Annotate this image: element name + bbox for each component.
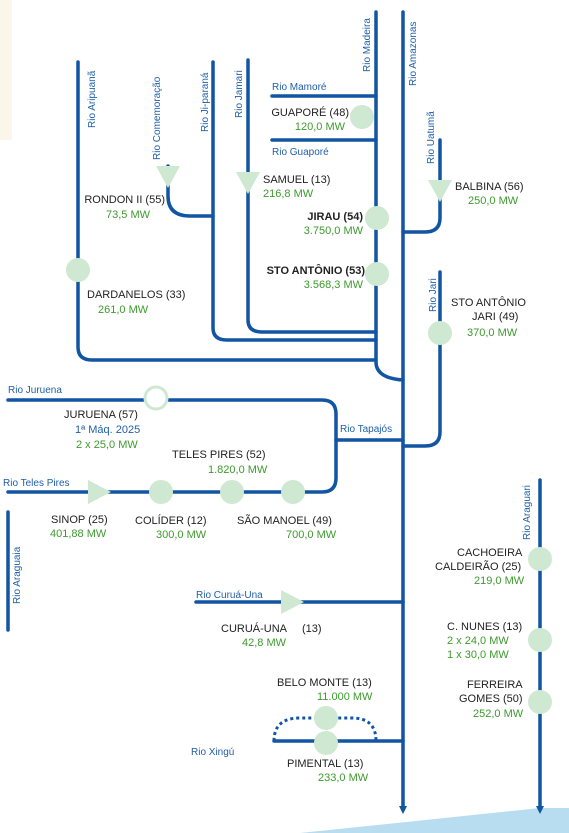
colider-power: 300,0 MW (156, 529, 207, 541)
reservoir-markers (88, 166, 452, 614)
rio-jiparana-label: Rio Ji-paraná (200, 72, 211, 132)
sto-antonio-plant-icon (365, 262, 389, 286)
pimental-power: 233,0 MW (318, 772, 369, 784)
ferreira-gomes-plant-icon (528, 690, 552, 714)
rio-amazonas-label: Rio Amazonas (408, 22, 419, 86)
teles-pires-plant-icon (220, 480, 244, 504)
rio-guapore-label: Rio Guaporé (272, 147, 329, 158)
c-nunes-plant-icon (528, 628, 552, 652)
sinop-power: 401,88 MW (50, 528, 107, 540)
curua-una-reservoir-icon (281, 590, 304, 614)
juruena-note: 1ª Máq. 2025 (75, 424, 140, 436)
sao-manoel-plant-icon (281, 480, 305, 504)
plant-markers (66, 105, 552, 755)
rio-mamore-label: Rio Mamoré (272, 82, 327, 93)
belo-monte-dotted-canal (272, 716, 378, 742)
rio-tapajos-label: Rio Tapajós (340, 424, 392, 435)
sto-antonio-jari-plant-icon (428, 321, 452, 345)
dardanelos-power: 261,0 MW (98, 304, 149, 316)
sinop-reservoir-icon (88, 480, 111, 504)
rondon-ii-reservoir-icon (156, 166, 180, 188)
rio-comemoracao-line (166, 164, 215, 218)
samuel-power: 216,8 MW (263, 188, 314, 200)
rondon-ii-power: 73,5 MW (106, 209, 151, 221)
rio-araguari-label: Rio Araguari (522, 485, 533, 540)
sto-antonio-jari-name-line1: STO ANTÔNIO (451, 296, 526, 309)
jirau-name: JIRAU (54) (307, 211, 363, 223)
sao-manoel-power: 700,0 MW (286, 529, 337, 541)
samuel-reservoir-icon (236, 172, 260, 194)
juruena-plant-icon (143, 385, 169, 411)
rio-araguaia-label: Rio Araguaia (12, 546, 23, 604)
guapore-name: GUAPORÉ (48) (271, 106, 349, 119)
juruena-name: JURUENA (57) (64, 409, 138, 421)
dardanelos-name: DARDANELOS (33) (87, 289, 185, 301)
ferreira-gomes-name-line1: FERREIRA (467, 679, 523, 691)
balbina-power: 250,0 MW (468, 195, 519, 207)
c-nunes-power-line1: 2 x 24,0 MW (447, 635, 509, 647)
rio-uatuma-line (401, 138, 442, 234)
guapore-plant-icon (350, 105, 374, 129)
balbina-name: BALBINA (56) (455, 181, 523, 193)
rio-uatuma-label: Rio Uatumã (426, 111, 437, 164)
cachoeira-caldeirao-name-line2: CALDEIRÃO (25) (435, 560, 521, 573)
rio-jari-label: Rio Jari (428, 278, 439, 312)
rio-teles-pires-label: Rio Teles Pires (3, 478, 70, 489)
jirau-plant-icon (365, 206, 389, 230)
pimental-name: PIMENTAL (13) (287, 758, 363, 770)
rio-aripuana-label: Rio Aripuanã (87, 70, 98, 128)
sto-antonio-jari-name-line2: JARI (49) (472, 311, 518, 323)
rio-juruena-line (6, 398, 338, 494)
rio-xingu-label: Rio Xingú (191, 747, 234, 758)
pimental-plant-icon (314, 731, 338, 755)
rio-curua-una-label: Rio Curuá-Una (196, 590, 263, 601)
sto-antonio-jari-power: 370,0 MW (467, 327, 518, 339)
sao-manoel-name: SÃO MANOEL (49) (237, 514, 332, 527)
rio-jamari-label: Rio Jamari (234, 70, 245, 118)
belo-monte-name: BELO MONTE (13) (277, 677, 372, 689)
samuel-name: SAMUEL (13) (263, 174, 330, 186)
teles-pires-name: TELES PIRES (52) (172, 449, 266, 461)
rio-madeira-label: Rio Madeira (362, 18, 373, 72)
jirau-power: 3.750,0 MW (304, 225, 364, 237)
curua-una-name: CURUÁ-UNA (221, 622, 288, 635)
sto-antonio-power: 3.568,3 MW (304, 279, 364, 291)
dardanelos-plant-icon (66, 258, 90, 282)
c-nunes-name: C. NUNES (13) (447, 621, 522, 633)
rondon-ii-name: RONDON II (55) (84, 194, 165, 206)
rio-jiparana-line (211, 60, 378, 342)
sea-area (300, 808, 569, 833)
rio-jamari-line (246, 58, 378, 334)
colider-name: COLÍDER (12) (135, 514, 207, 527)
balbina-reservoir-icon (428, 180, 452, 202)
curua-una-number: (13) (302, 623, 322, 635)
cachoeira-caldeirao-name-line1: CACHOEIRA (457, 547, 523, 559)
curua-una-power: 42,8 MW (242, 637, 287, 649)
teles-pires-power: 1.820,0 MW (208, 464, 268, 476)
sto-antonio-name: STO ANTÔNIO (53) (267, 264, 366, 277)
rio-aripuana-line (76, 60, 378, 362)
sinop-name: SINOP (25) (51, 514, 108, 526)
guapore-power: 120,0 MW (295, 121, 346, 133)
juruena-power: 2 x 25,0 MW (76, 439, 138, 451)
beige-panel (0, 0, 12, 140)
cachoeira-caldeirao-plant-icon (528, 547, 552, 571)
rio-comemoracao-label: Rio Comemoração (152, 76, 163, 160)
ferreira-gomes-name-line2: GOMES (50) (459, 693, 523, 705)
belo-monte-plant-icon (314, 706, 338, 730)
belo-monte-power: 11.000 MW (317, 691, 373, 703)
ferreira-gomes-power: 252,0 MW (473, 708, 524, 720)
rio-jari-line (401, 270, 442, 448)
colider-plant-icon (149, 480, 173, 504)
rio-madeira-line (374, 10, 405, 382)
rio-juruena-label: Rio Juruena (8, 385, 62, 396)
c-nunes-power-line2: 1 x 30,0 MW (447, 649, 509, 661)
cachoeira-caldeirao-power: 219,0 MW (474, 575, 525, 587)
